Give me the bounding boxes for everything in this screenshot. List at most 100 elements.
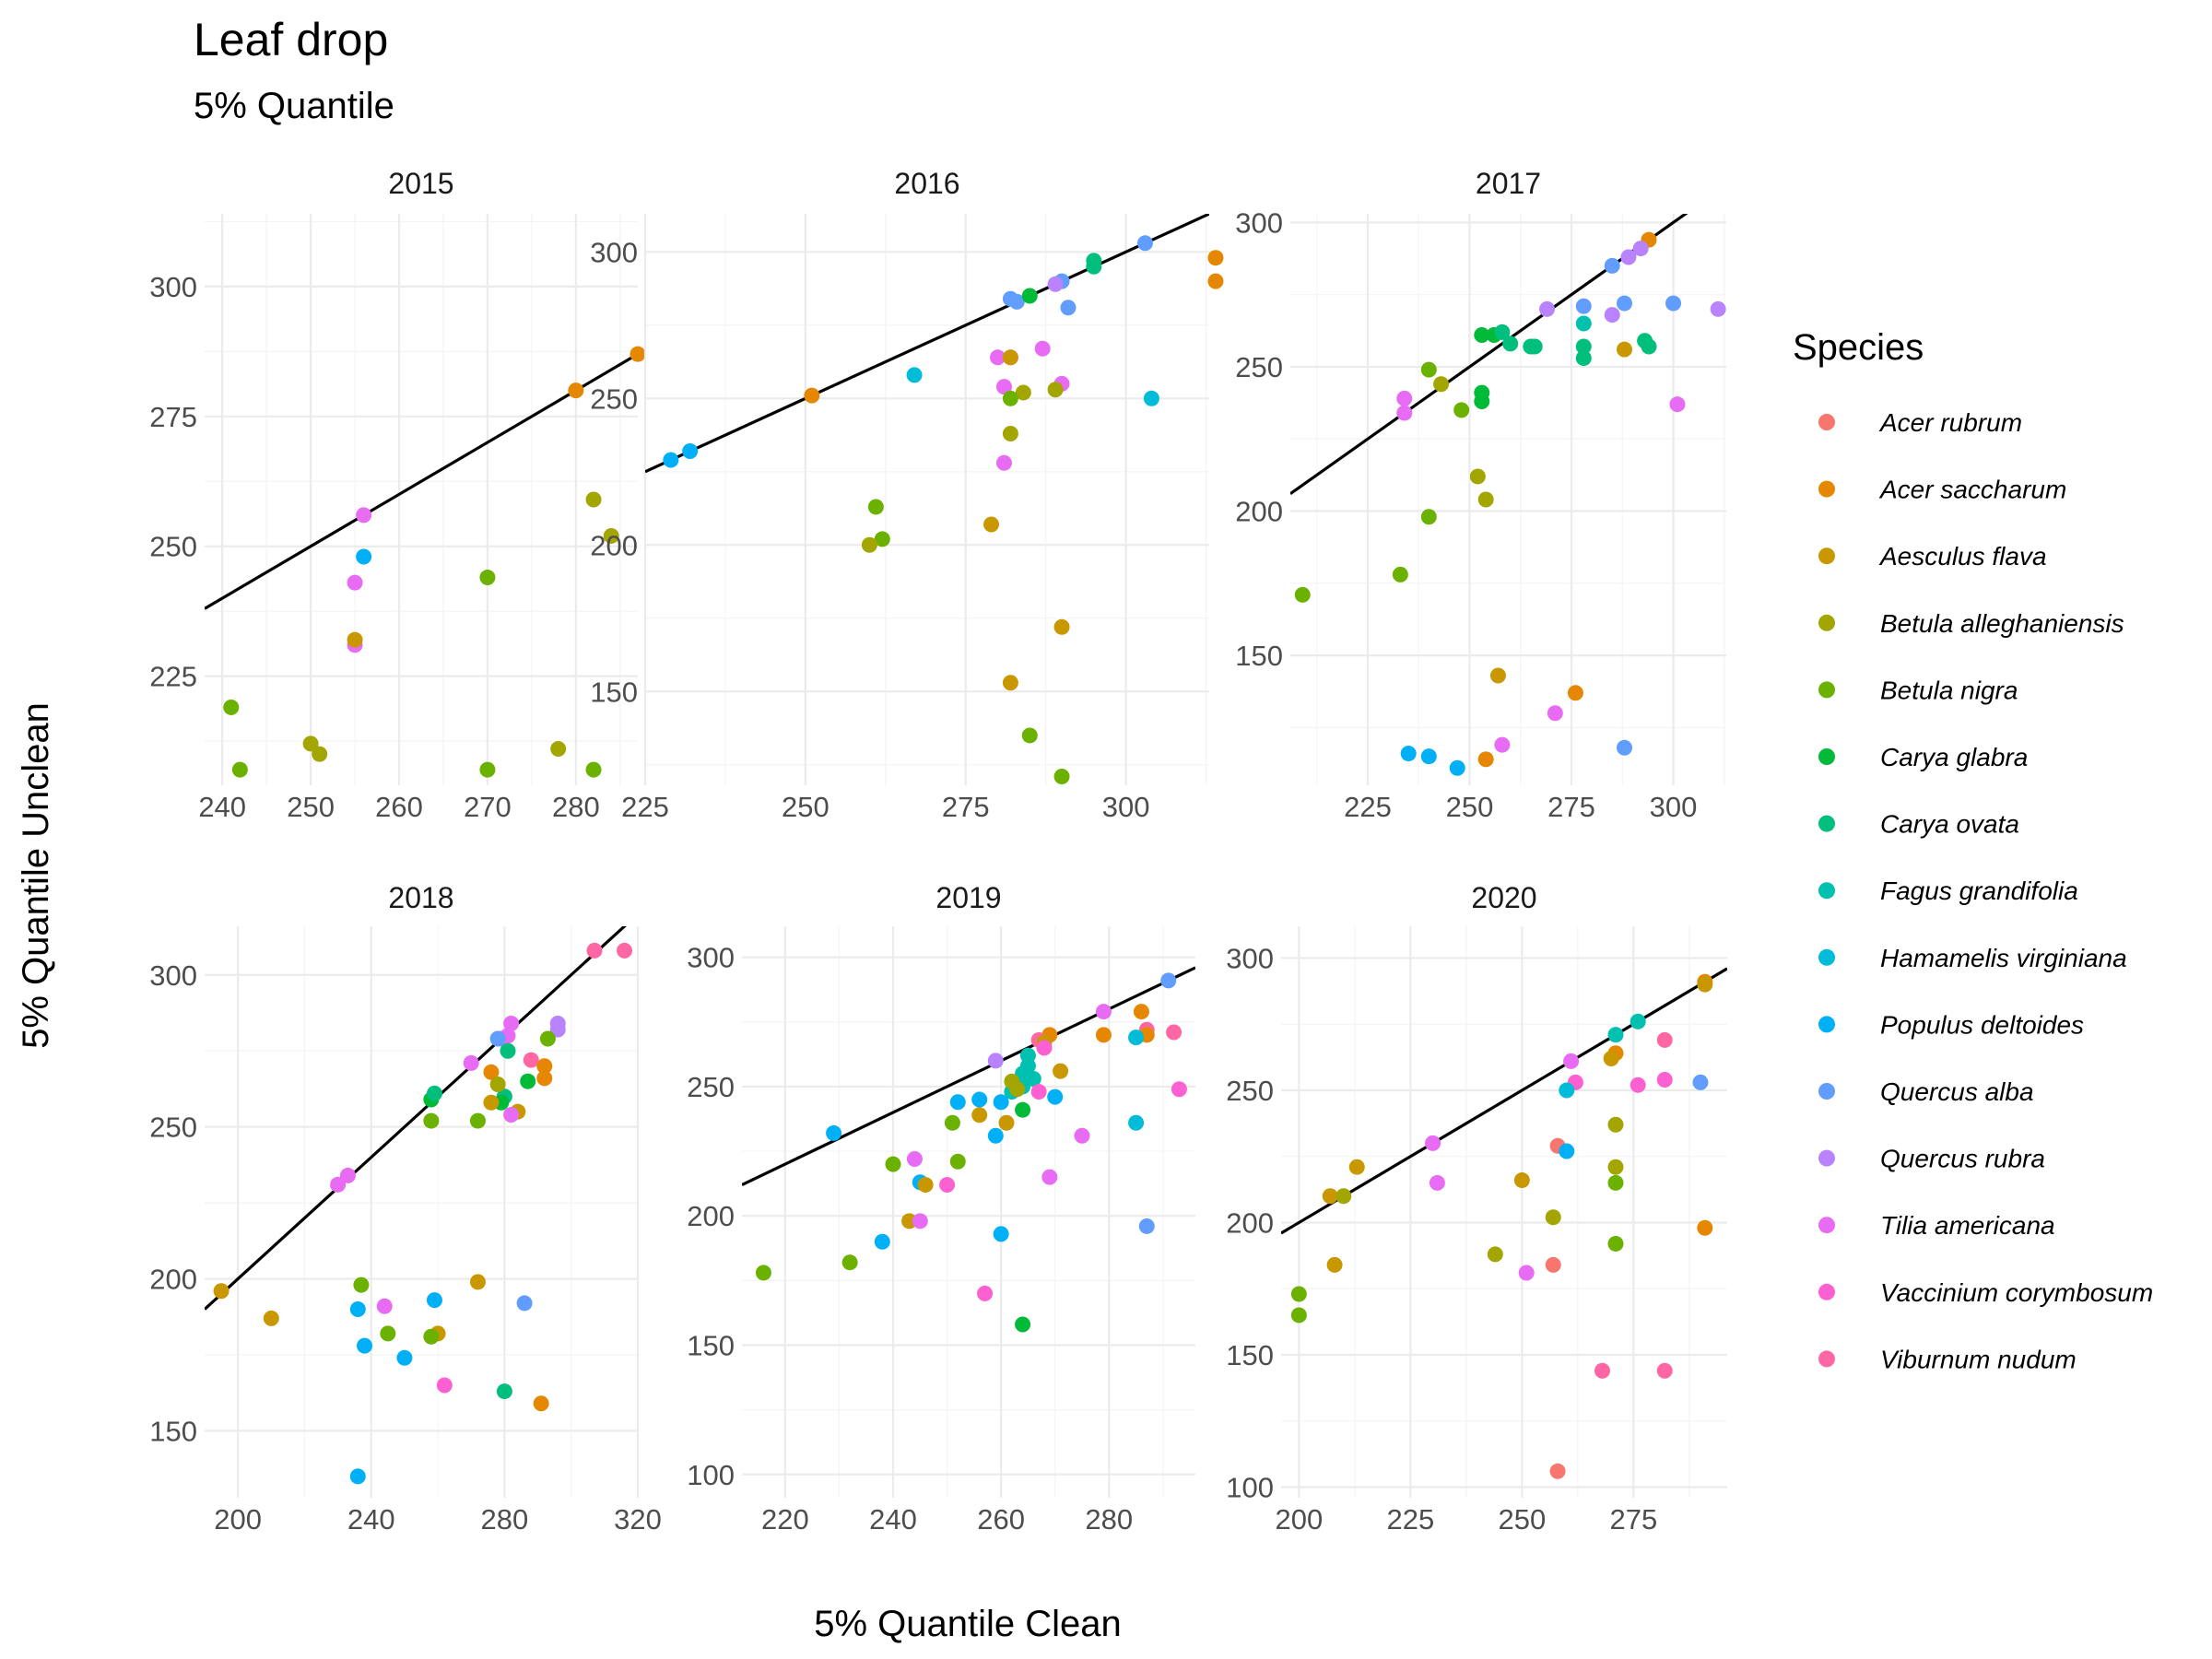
point	[1047, 382, 1064, 398]
point	[1545, 1209, 1561, 1226]
facet-panels: 2015 240 250 260 270 280 225 250 275 300 2016 225 25…	[149, 167, 1727, 1535]
legend-item: Carya glabra	[1818, 743, 2028, 771]
point	[1002, 349, 1018, 366]
identity-line	[742, 966, 1195, 1186]
point	[993, 1226, 1009, 1242]
legend-key	[1818, 681, 1835, 699]
legend-label: Tilia americana	[1880, 1211, 2055, 1240]
y-tick-label: 200	[149, 1264, 197, 1296]
point	[1575, 350, 1592, 367]
point	[483, 1064, 500, 1080]
point	[1335, 1188, 1352, 1205]
point	[1607, 1235, 1624, 1252]
point	[1160, 972, 1177, 989]
point	[861, 536, 877, 553]
point	[1060, 300, 1077, 316]
point	[1095, 1004, 1112, 1020]
x-tick-label: 280	[1085, 1503, 1133, 1535]
point	[469, 1274, 486, 1290]
point	[1494, 324, 1511, 340]
x-tick-label: 240	[869, 1503, 917, 1535]
point	[1526, 338, 1543, 355]
legend-label: Fagus grandifolia	[1880, 877, 2078, 905]
x-tick-label: 270	[464, 791, 512, 823]
x-tick-label: 260	[375, 791, 423, 823]
point	[841, 1254, 858, 1271]
legend-key	[1818, 815, 1835, 832]
x-tick-label: 240	[347, 1503, 395, 1535]
y-tick-label: 300	[1235, 206, 1283, 239]
x-tick-label: 280	[481, 1503, 529, 1535]
legend-key	[1818, 948, 1835, 966]
y-tick-label: 150	[149, 1415, 197, 1447]
point	[1290, 1286, 1307, 1302]
y-tick-label: 100	[1226, 1472, 1274, 1504]
x-tick-label: 275	[942, 791, 990, 823]
legend-label: Quercus rubra	[1880, 1145, 2045, 1173]
point	[995, 379, 1012, 395]
point	[1294, 586, 1311, 603]
point	[1015, 1316, 1031, 1333]
point	[1604, 307, 1620, 324]
point	[874, 1233, 890, 1250]
x-tick-label: 225	[1344, 791, 1392, 823]
legend-title: Species	[1793, 327, 1924, 368]
point	[426, 1085, 442, 1101]
chart-subtitle: 5% Quantile	[194, 86, 394, 126]
point	[1030, 1084, 1047, 1100]
point	[568, 382, 584, 399]
panel-2018: 2018 200 240 280 320 150 200 250 300	[149, 881, 662, 1535]
point	[1545, 1256, 1561, 1273]
panel-strip-label: 2020	[1471, 881, 1536, 914]
x-tick-label: 200	[1275, 1503, 1323, 1535]
point	[663, 452, 679, 468]
identity-line	[645, 214, 1209, 474]
point	[1469, 468, 1486, 485]
point	[1630, 1077, 1646, 1093]
point	[330, 1176, 347, 1193]
x-tick-label: 200	[214, 1503, 262, 1535]
point	[1641, 338, 1657, 355]
identity-line	[205, 352, 638, 610]
legend-item: Viburnum nudum	[1818, 1345, 2077, 1373]
point	[1002, 425, 1018, 441]
legend-item: Betula alleghaniensis	[1818, 609, 2124, 638]
point	[983, 516, 1000, 533]
panel-2015: 2015 240 250 260 270 280 225 250 275 300	[149, 167, 646, 823]
panel-strip-label: 2017	[1476, 167, 1541, 200]
point	[617, 942, 633, 959]
point	[302, 735, 319, 752]
legend-key	[1818, 1083, 1835, 1100]
identity-line	[1281, 967, 1727, 1235]
legend-item: Populus deltoides	[1818, 1010, 2084, 1039]
point	[479, 570, 496, 586]
point	[1015, 1101, 1031, 1118]
point	[1489, 667, 1506, 684]
point	[949, 1153, 966, 1170]
point	[1604, 257, 1620, 274]
y-tick-label: 300	[149, 959, 197, 992]
legend-label: Hamamelis virginiana	[1880, 944, 2127, 972]
point	[1607, 1174, 1624, 1191]
point	[1603, 1051, 1619, 1067]
point	[977, 1285, 994, 1301]
legend-key	[1818, 414, 1835, 430]
point	[912, 1213, 928, 1230]
legend-item: Vaccinium corymbosum	[1818, 1278, 2153, 1307]
point	[755, 1265, 771, 1281]
point	[1086, 258, 1102, 275]
point	[349, 1301, 366, 1318]
point	[1697, 1219, 1713, 1236]
y-tick-label: 150	[687, 1329, 735, 1361]
point	[1392, 566, 1408, 582]
point	[1053, 1063, 1069, 1079]
point	[1656, 1071, 1673, 1088]
point	[971, 1091, 988, 1108]
x-tick-label: 300	[1650, 791, 1698, 823]
point	[917, 1177, 934, 1194]
panel-strip-label: 2015	[388, 167, 453, 200]
x-tick-label: 240	[198, 791, 246, 823]
point	[1171, 1081, 1187, 1098]
